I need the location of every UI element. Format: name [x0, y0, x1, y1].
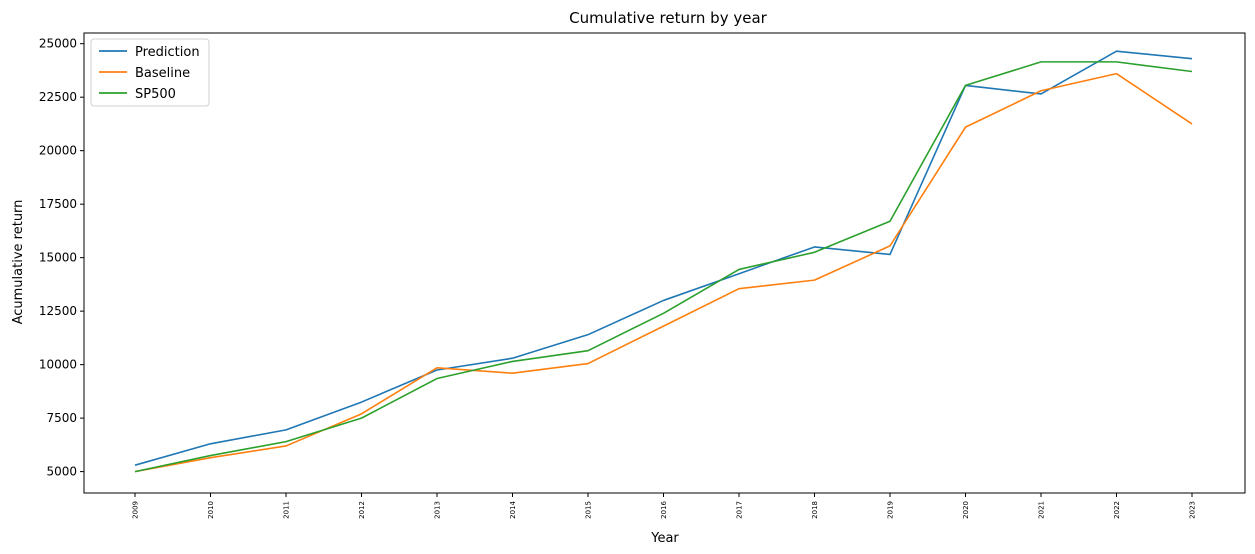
x-axis-title: Year [650, 531, 679, 546]
y-tick-label: 12500 [39, 304, 77, 318]
x-tick-label: 2013 [434, 501, 442, 519]
y-tick-label: 22500 [39, 90, 77, 104]
x-tick-label: 2011 [283, 501, 291, 519]
x-tick-label: 2010 [207, 501, 215, 519]
x-tick-label: 2022 [1113, 501, 1121, 519]
legend-label-baseline: Baseline [135, 66, 190, 81]
legend-label-sp500: SP500 [135, 87, 176, 102]
y-tick-label: 17500 [39, 197, 77, 211]
y-axis-title: Acumulative return [11, 200, 26, 325]
x-tick-label: 2019 [887, 501, 895, 519]
y-tick-label: 25000 [39, 37, 77, 51]
series-line-baseline [134, 72, 1193, 473]
y-tick-label: 7500 [46, 411, 77, 425]
x-tick-label: 2021 [1038, 501, 1046, 519]
x-tick-label: 2014 [509, 500, 517, 518]
y-tick-label: 10000 [39, 358, 77, 372]
series-line-prediction [134, 50, 1193, 466]
series-line-sp500 [134, 61, 1193, 473]
axes-frame [83, 32, 1246, 494]
x-tick-label: 2015 [585, 501, 593, 519]
y-tick-label: 20000 [39, 144, 77, 158]
y-tick-label: 15000 [39, 251, 77, 265]
legend: Prediction Baseline SP500 [90, 38, 210, 107]
x-tick-label: 2018 [811, 501, 819, 519]
x-tick-label: 2012 [358, 501, 366, 519]
y-tick-label: 5000 [46, 465, 77, 479]
legend-label-prediction: Prediction [135, 45, 200, 60]
x-tick-label: 2023 [1189, 501, 1197, 519]
x-tick-label: 2020 [962, 501, 970, 519]
x-tick-label: 2009 [132, 501, 140, 519]
x-tick-label: 2017 [736, 501, 744, 519]
plot-area: 2009 2010 2011 2012 2013 2014 2015 2016 2017 2018… [39, 32, 1246, 519]
x-tick-label: 2016 [660, 500, 668, 518]
chart-title: Cumulative return by year [569, 9, 767, 27]
legend-box [90, 38, 210, 107]
